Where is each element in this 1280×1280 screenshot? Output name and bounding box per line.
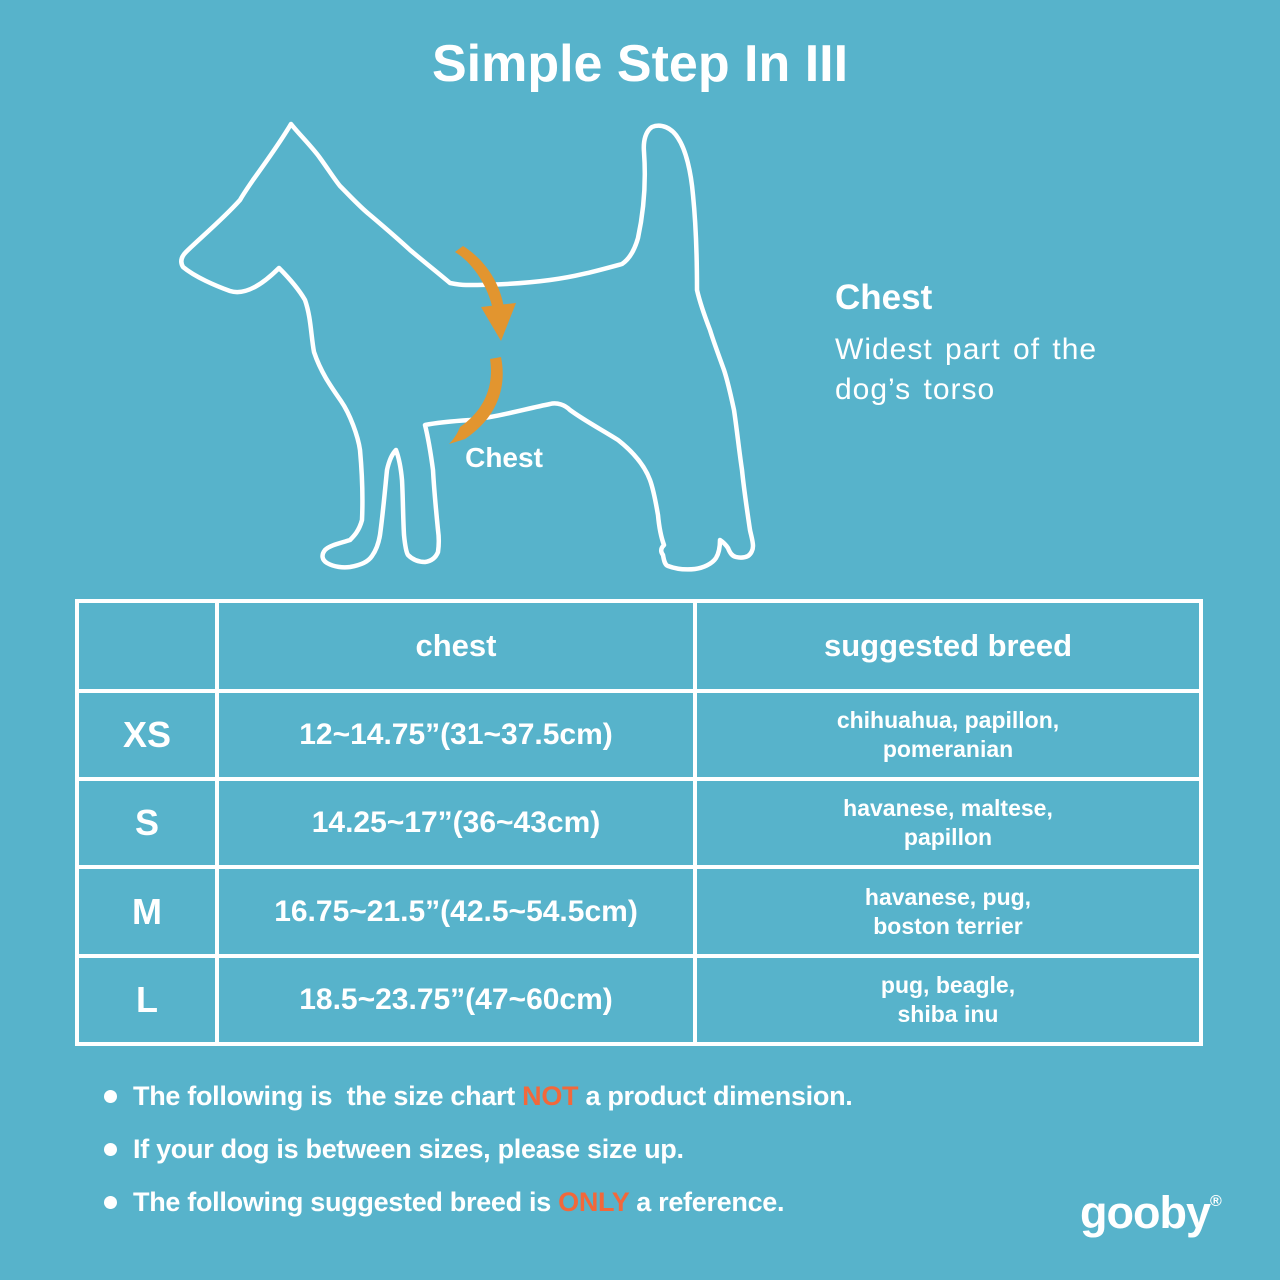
- table-row-l-breed: pug, beagle, shiba inu: [697, 958, 1199, 1042]
- note-text-highlight: NOT: [522, 1080, 579, 1111]
- breed-line: havanese, pug,: [864, 883, 1032, 910]
- note-size-up: If your dog is between sizes, please siz…: [104, 1131, 684, 1167]
- breed-line: chihuahua, papillon,: [836, 707, 1060, 733]
- table-row-s-size: S: [79, 781, 215, 865]
- chest-callout-line2: dog’s torso: [835, 373, 996, 406]
- size-table: chest suggested breed XS 12~14.75”(31~37…: [75, 599, 1203, 1046]
- note-text: The following is the size chart NOT a pr…: [133, 1080, 853, 1112]
- note-size-chart: The following is the size chart NOT a pr…: [104, 1078, 853, 1114]
- table-row-l-chest: 18.5~23.75”(47~60cm): [219, 958, 693, 1042]
- breed-line: boston terrier: [873, 912, 1023, 939]
- chest-arrow-lower-band-icon: [449, 357, 503, 444]
- gooby-logo: gooby®: [1080, 1190, 1222, 1235]
- table-row-m-chest: 16.75~21.5”(42.5~54.5cm): [219, 869, 693, 954]
- chest-callout: Chest Widest part of the dog’s torso: [835, 278, 1165, 410]
- page-title: Simple Step In III: [431, 35, 849, 93]
- table-row-s-breed: havanese, maltese, papillon: [697, 781, 1199, 865]
- bullet-dot-icon: [104, 1195, 117, 1209]
- chest-callout-line1: Widest part of the: [835, 333, 1098, 366]
- note-text-pre: The following is the size chart: [133, 1080, 523, 1111]
- table-header-breed: suggested breed: [697, 603, 1199, 689]
- note-text-post: a reference.: [629, 1186, 785, 1217]
- table-row-xs-size: XS: [79, 693, 215, 777]
- breed-line: pomeranian: [882, 736, 1014, 762]
- table-row-s-chest: 14.25~17”(36~43cm): [219, 781, 693, 865]
- note-text-post: a product dimension.: [578, 1080, 853, 1111]
- breed-line: shiba inu: [897, 1001, 999, 1027]
- breed-line: pug, beagle,: [880, 972, 1016, 998]
- note-text-highlight: ONLY: [558, 1186, 629, 1217]
- table-row-l-size: L: [79, 958, 215, 1042]
- note-text-pre: If your dog is between sizes, please siz…: [133, 1133, 684, 1164]
- dog-outline: [179, 121, 756, 572]
- chest-arrow-shaft-icon: [455, 246, 504, 310]
- table-row-m-size: M: [79, 869, 215, 954]
- registered-trademark-icon: ®: [1209, 1193, 1222, 1210]
- table-row-xs-chest: 12~14.75”(31~37.5cm): [219, 693, 693, 777]
- table-row-m-breed: havanese, pug, boston terrier: [697, 869, 1199, 954]
- breed-line: havanese, maltese,: [843, 795, 1053, 821]
- gooby-logo-text: gooby: [1080, 1187, 1211, 1238]
- bullet-dot-icon: [104, 1142, 117, 1156]
- table-header-chest: chest: [219, 603, 693, 689]
- note-text-pre: The following suggested breed is: [133, 1186, 559, 1217]
- note-text: The following suggested breed is ONLY a …: [133, 1186, 785, 1218]
- bullet-dot-icon: [104, 1089, 117, 1103]
- note-breed-reference: The following suggested breed is ONLY a …: [104, 1184, 785, 1220]
- chest-arrowhead-icon: [481, 303, 516, 341]
- table-row-xs-breed: chihuahua, papillon, pomeranian: [697, 693, 1199, 777]
- breed-line: papillon: [903, 824, 993, 850]
- note-text: If your dog is between sizes, please siz…: [133, 1134, 684, 1165]
- chest-callout-heading: Chest: [835, 278, 933, 317]
- table-header-size: [79, 603, 215, 689]
- chest-arrow-label: Chest: [465, 442, 543, 473]
